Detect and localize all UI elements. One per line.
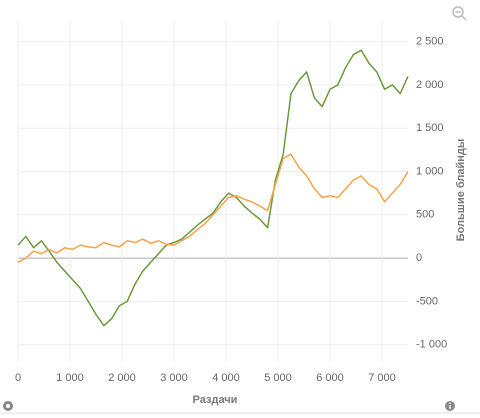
y-tick-label: 1 500	[416, 122, 444, 134]
x-tick-label: 1 000	[56, 372, 84, 384]
x-tick-label: 0	[15, 372, 21, 384]
y-tick-label: 2 000	[416, 79, 444, 91]
y-tick-label: 500	[416, 209, 434, 221]
x-axis-title: Раздачи	[193, 394, 238, 406]
series-line	[17, 49, 409, 327]
info-icon[interactable]	[445, 401, 455, 411]
x-tick-label: 5 000	[264, 372, 292, 384]
x-tick-label: 4 000	[212, 372, 240, 384]
zoom-icon[interactable]	[452, 6, 467, 21]
x-tick-label: 2 000	[108, 372, 136, 384]
y-tick-label: -500	[416, 295, 438, 307]
series-line	[17, 153, 409, 264]
y-axis-title: Большие блайнды	[455, 139, 467, 242]
y-tick-label: -1 000	[416, 339, 447, 351]
x-tick-label: 7 000	[368, 372, 396, 384]
x-tick-label: 3 000	[160, 372, 188, 384]
y-tick-label: 2 500	[416, 36, 444, 48]
x-tick-label: 6 000	[316, 372, 344, 384]
y-tick-label: 1 000	[416, 165, 444, 177]
settings-icon[interactable]	[3, 401, 13, 411]
y-tick-label: 0	[416, 252, 422, 264]
